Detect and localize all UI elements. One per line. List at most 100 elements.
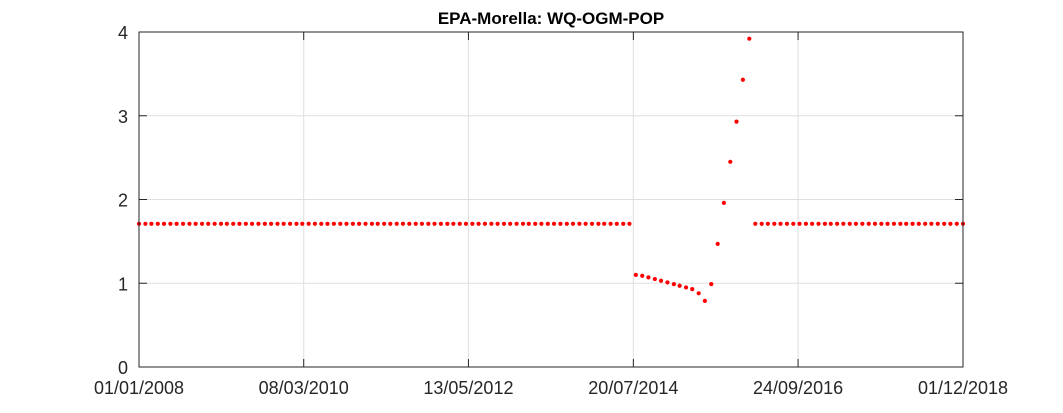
data-point <box>683 285 689 290</box>
data-point <box>495 221 500 226</box>
data-point <box>218 221 224 226</box>
data-point <box>614 221 619 226</box>
data-point <box>294 221 299 226</box>
data-point <box>898 221 903 226</box>
data-point <box>388 221 393 226</box>
data-point <box>482 221 488 226</box>
data-point <box>526 221 531 226</box>
data-point <box>331 221 336 226</box>
y-tick-label: 3 <box>118 107 128 127</box>
data-point <box>602 221 607 226</box>
data-point <box>797 221 802 226</box>
data-point <box>174 221 179 226</box>
data-point <box>350 221 356 226</box>
data-point <box>199 221 205 226</box>
data-point <box>394 221 399 226</box>
data-point <box>300 221 305 226</box>
data-points <box>136 36 966 303</box>
y-tick-label: 1 <box>118 274 128 294</box>
x-tick-label: 08/03/2010 <box>259 378 349 398</box>
data-point <box>709 281 714 287</box>
data-point <box>564 221 569 226</box>
data-point <box>929 221 934 226</box>
data-point <box>772 221 777 226</box>
data-point <box>432 221 437 226</box>
tick-marks <box>138 31 964 368</box>
data-point <box>168 221 173 226</box>
data-point <box>747 36 752 41</box>
data-point <box>778 221 783 226</box>
data-point <box>445 221 450 226</box>
data-point <box>407 221 412 226</box>
data-point <box>589 221 595 226</box>
data-point <box>357 221 362 226</box>
data-point <box>268 221 274 226</box>
y-tick-labels: 0 1 2 3 4 <box>118 23 128 378</box>
data-point <box>696 291 701 296</box>
data-point <box>765 221 771 226</box>
data-point <box>621 221 626 226</box>
data-point <box>551 221 557 226</box>
data-point <box>344 221 349 226</box>
data-point <box>847 221 852 226</box>
data-point <box>451 221 456 226</box>
data-point <box>419 221 425 226</box>
data-point <box>627 221 632 226</box>
data-point <box>872 221 878 226</box>
data-point <box>143 221 148 226</box>
data-point <box>740 77 745 82</box>
data-point <box>816 221 821 226</box>
data-point <box>853 221 859 226</box>
data-point <box>520 221 526 226</box>
data-point <box>646 275 651 280</box>
data-point <box>759 221 764 226</box>
y-tick-label: 0 <box>118 358 128 378</box>
data-point <box>312 221 317 226</box>
data-point <box>514 221 519 226</box>
data-point <box>243 221 248 226</box>
data-point <box>891 221 897 226</box>
data-point <box>325 221 330 226</box>
data-point <box>904 221 909 226</box>
chart-title: EPA-Morella: WQ-OGM-POP <box>438 9 664 28</box>
data-point <box>935 221 940 226</box>
data-point <box>155 221 160 226</box>
x-tick-label: 24/09/2016 <box>753 378 843 398</box>
data-point <box>916 221 921 226</box>
data-point <box>206 221 211 226</box>
data-point <box>224 221 229 226</box>
data-point <box>457 221 462 226</box>
data-point <box>375 221 380 226</box>
x-tick-label: 01/01/2008 <box>94 378 184 398</box>
data-point <box>281 221 286 226</box>
data-point <box>942 221 947 226</box>
data-point <box>753 221 758 226</box>
data-point <box>463 221 469 226</box>
data-point <box>306 221 311 226</box>
data-point <box>721 200 726 205</box>
data-point <box>640 273 645 278</box>
data-point <box>369 221 375 226</box>
data-point <box>533 221 538 226</box>
data-point <box>879 221 884 226</box>
data-point <box>923 221 928 226</box>
data-point <box>835 221 840 226</box>
data-point <box>426 221 431 226</box>
data-point <box>715 241 720 246</box>
data-point <box>803 221 809 226</box>
data-point <box>570 221 576 226</box>
data-point <box>231 221 236 226</box>
data-point <box>413 221 418 226</box>
data-point <box>822 221 828 226</box>
data-point <box>338 221 343 226</box>
data-point <box>249 221 255 226</box>
data-point <box>545 221 550 226</box>
y-tick-label: 4 <box>118 23 128 43</box>
data-point <box>382 221 387 226</box>
data-point <box>791 221 796 226</box>
y-tick-label: 2 <box>118 191 128 211</box>
data-point <box>262 221 267 226</box>
data-point <box>860 221 865 226</box>
data-point <box>476 221 481 226</box>
